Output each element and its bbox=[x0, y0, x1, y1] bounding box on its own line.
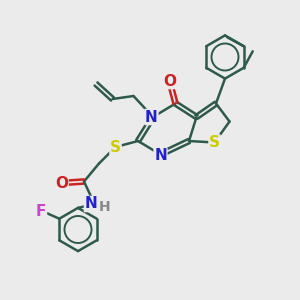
Text: O: O bbox=[55, 176, 68, 190]
Text: N: N bbox=[85, 196, 97, 211]
Text: H: H bbox=[99, 200, 111, 214]
Text: S: S bbox=[110, 140, 121, 154]
Text: O: O bbox=[163, 74, 176, 88]
Text: S: S bbox=[209, 135, 220, 150]
Text: N: N bbox=[154, 148, 167, 164]
Text: N: N bbox=[145, 110, 158, 124]
Text: F: F bbox=[36, 204, 46, 219]
